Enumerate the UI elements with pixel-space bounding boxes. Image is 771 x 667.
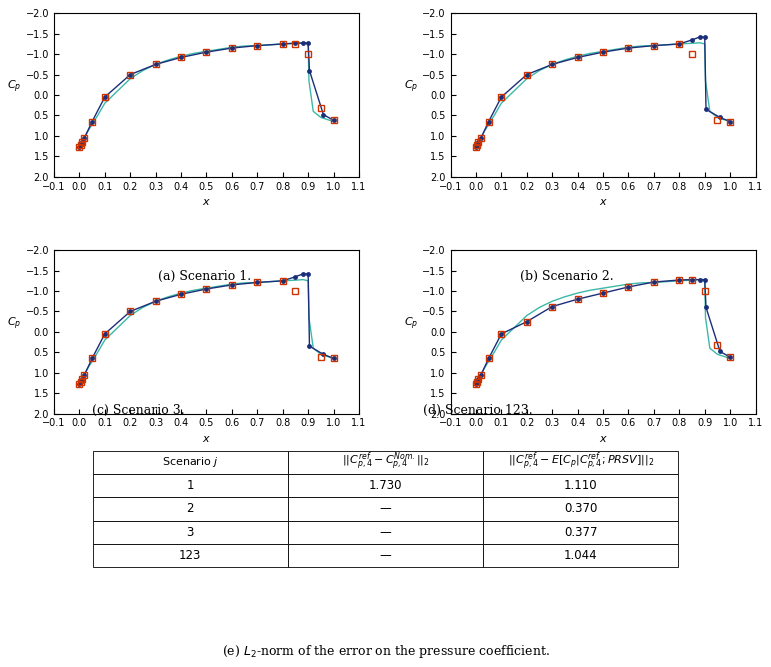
- X-axis label: $x$: $x$: [202, 197, 211, 207]
- Text: (d) Scenario 123.: (d) Scenario 123.: [423, 404, 533, 416]
- X-axis label: $x$: $x$: [598, 434, 608, 444]
- Y-axis label: $C_p$: $C_p$: [8, 79, 22, 95]
- Y-axis label: $C_p$: $C_p$: [404, 79, 418, 95]
- Text: (b) Scenario 2.: (b) Scenario 2.: [520, 270, 614, 283]
- Y-axis label: $C_p$: $C_p$: [404, 315, 418, 332]
- Text: (c) Scenario 3.: (c) Scenario 3.: [93, 404, 185, 416]
- X-axis label: $x$: $x$: [202, 434, 211, 444]
- Text: (a) Scenario 1.: (a) Scenario 1.: [158, 270, 251, 283]
- Text: (e) $L_2$-norm of the error on the pressure coefficient.: (e) $L_2$-norm of the error on the press…: [221, 644, 550, 660]
- Y-axis label: $C_p$: $C_p$: [8, 315, 22, 332]
- X-axis label: $x$: $x$: [598, 197, 608, 207]
